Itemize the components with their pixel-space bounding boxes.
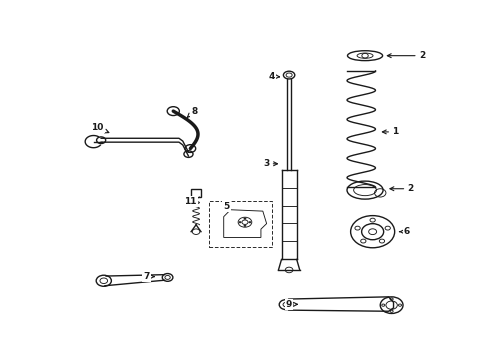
- Circle shape: [249, 221, 251, 223]
- Text: 8: 8: [187, 107, 197, 117]
- Text: 2: 2: [387, 51, 425, 60]
- Text: 4: 4: [269, 72, 280, 81]
- Text: 3: 3: [263, 159, 277, 168]
- Text: 9: 9: [286, 300, 297, 309]
- Circle shape: [244, 218, 246, 220]
- Circle shape: [244, 225, 246, 227]
- Text: 6: 6: [400, 227, 410, 236]
- Text: 5: 5: [223, 202, 230, 211]
- Text: 10: 10: [91, 123, 109, 133]
- Text: 2: 2: [390, 184, 414, 193]
- Text: 7: 7: [144, 272, 154, 281]
- Circle shape: [239, 221, 241, 223]
- Text: 11: 11: [184, 197, 196, 206]
- Text: 1: 1: [382, 127, 398, 136]
